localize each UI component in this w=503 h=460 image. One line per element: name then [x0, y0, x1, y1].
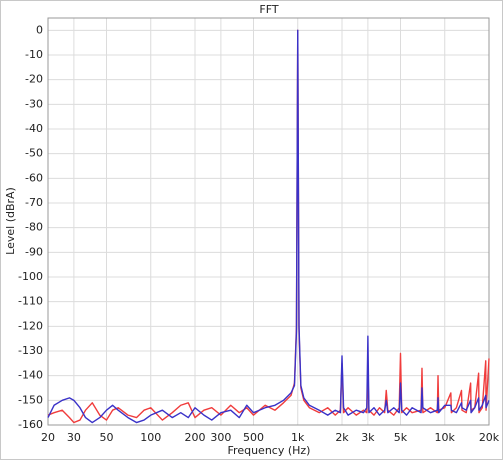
y-tick-label: -90 — [25, 245, 43, 258]
y-tick-label: -80 — [25, 221, 43, 234]
x-tick-label: 30 — [67, 431, 81, 444]
plot-area — [47, 17, 490, 426]
x-tick-label: 500 — [243, 431, 264, 444]
y-tick-label: -160 — [18, 418, 43, 431]
y-tick-label: -130 — [18, 344, 43, 357]
x-tick-label: 1k — [291, 431, 305, 444]
x-tick-label: 20k — [479, 431, 500, 444]
y-tick-label: -40 — [25, 122, 43, 135]
x-tick-label: 10k — [435, 431, 456, 444]
y-tick-label: -110 — [18, 295, 43, 308]
y-axis-label: Level (dBrA) — [4, 187, 17, 255]
y-tick-label: -30 — [25, 97, 43, 110]
x-tick-label: 50 — [99, 431, 113, 444]
series-line — [47, 29, 490, 424]
x-tick-label: 300 — [210, 431, 231, 444]
x-tick-label: 200 — [185, 431, 206, 444]
x-tick-label: 2k — [335, 431, 349, 444]
y-tick-label: -120 — [18, 319, 43, 332]
y-tick-label: -100 — [18, 270, 43, 283]
x-tick-label: 3k — [361, 431, 375, 444]
y-tick-label: 0 — [36, 23, 43, 36]
y-tick-label: -50 — [25, 147, 43, 160]
x-tick-label: 5k — [394, 431, 408, 444]
plot-border — [47, 17, 490, 426]
y-tick-label: -60 — [25, 171, 43, 184]
x-tick-label: 20 — [41, 431, 55, 444]
x-axis-label: Frequency (Hz) — [228, 444, 311, 457]
y-tick-label: -20 — [25, 73, 43, 86]
y-tick-label: -10 — [25, 48, 43, 61]
y-tick-label: -140 — [18, 369, 43, 382]
y-tick-label: -150 — [18, 393, 43, 406]
x-tick-label: 100 — [140, 431, 161, 444]
chart-title: FFT — [259, 3, 278, 16]
y-tick-label: -70 — [25, 196, 43, 209]
